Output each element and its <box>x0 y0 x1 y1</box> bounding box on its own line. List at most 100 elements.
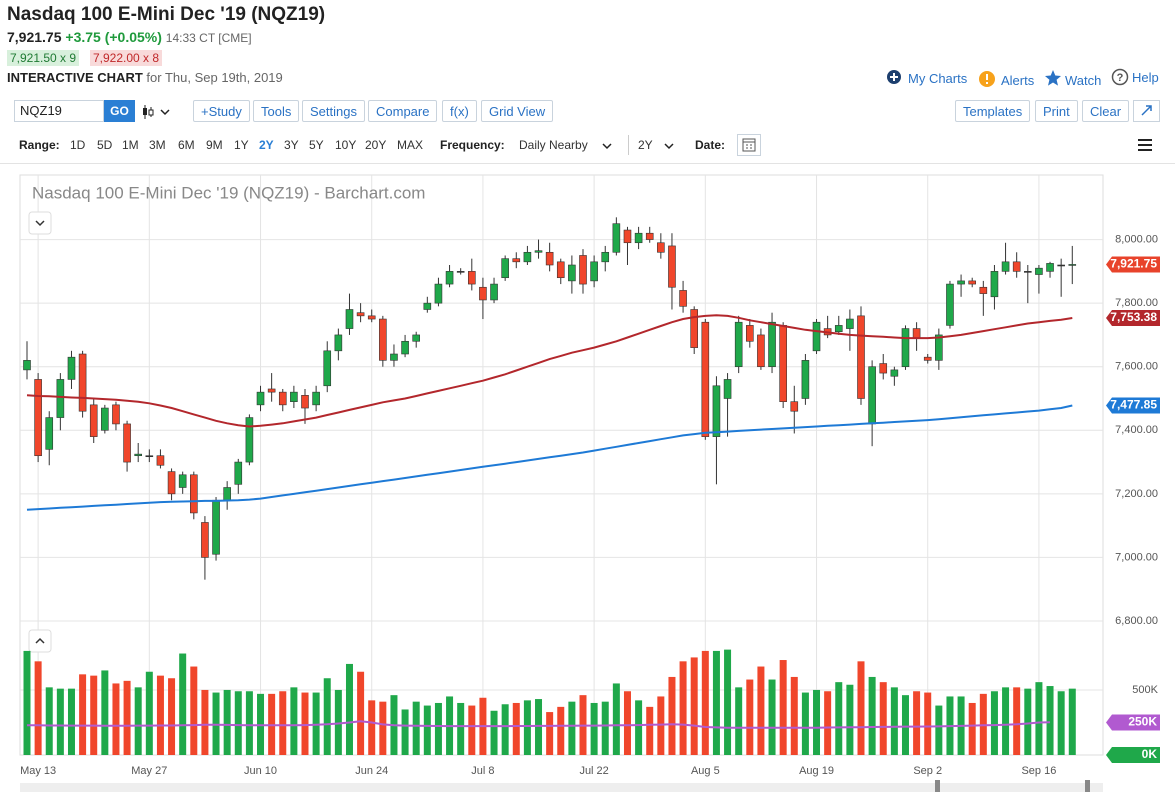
candle-body <box>1046 263 1054 272</box>
range-label: Range: <box>19 138 60 152</box>
frequency-label: Frequency: <box>440 138 505 152</box>
candle-body <box>801 360 810 399</box>
volume-bar <box>134 687 142 755</box>
range-option[interactable]: 3Y <box>284 138 299 152</box>
svg-text:?: ? <box>1117 72 1124 84</box>
x-tick-label: Aug 5 <box>691 765 720 777</box>
candle-body <box>390 353 398 361</box>
range-option[interactable]: 3M <box>149 138 166 152</box>
candle-body <box>679 290 687 307</box>
expand-button[interactable] <box>1133 100 1160 122</box>
volume-bar <box>201 689 209 755</box>
chart-type-button[interactable] <box>141 103 173 121</box>
candle-body <box>490 283 498 301</box>
frequency-select[interactable]: Daily Nearby <box>519 138 588 152</box>
toolbar-button[interactable]: Settings <box>302 100 365 122</box>
scroll-handle[interactable] <box>935 780 940 792</box>
candle-body <box>579 255 587 285</box>
volume-bar <box>290 687 298 755</box>
volume-bar <box>1024 688 1032 755</box>
range-option[interactable]: 1Y <box>234 138 249 152</box>
volume-bar <box>1057 691 1065 755</box>
price-change: +3.75 (+0.05%) <box>65 29 162 45</box>
price-badge-label: 7,753.38 <box>1110 310 1157 324</box>
range-option[interactable]: 2Y <box>259 138 274 152</box>
volume-bar <box>757 666 765 755</box>
volume-bar <box>379 701 387 755</box>
scrollbar[interactable] <box>20 783 1103 792</box>
volume-bar <box>835 682 843 755</box>
volume-bar <box>601 701 609 755</box>
range-option[interactable]: MAX <box>397 138 424 152</box>
range-option[interactable]: 5D <box>97 138 113 152</box>
volume-bar <box>824 691 832 755</box>
candle-body <box>657 242 665 253</box>
candle-body <box>923 356 932 361</box>
toolbar-button[interactable]: Grid View <box>481 100 554 122</box>
volume-bar <box>735 687 743 755</box>
range-option[interactable]: 1D <box>70 138 86 152</box>
range-option[interactable]: 20Y <box>365 138 387 152</box>
candle-body <box>768 321 776 368</box>
go-button[interactable]: GO <box>104 100 135 122</box>
period-select[interactable]: 2Y <box>638 138 653 152</box>
volume-bar <box>423 705 431 755</box>
candle-body <box>1001 261 1010 272</box>
candle-body <box>123 423 131 463</box>
candle-body <box>501 258 509 279</box>
range-option[interactable]: 9M <box>206 138 223 152</box>
collapse-button[interactable] <box>28 629 52 653</box>
chart-label: INTERACTIVE CHART <box>7 70 143 85</box>
y-tick-label: 7,600.00 <box>1115 361 1158 373</box>
candle-body <box>634 232 643 244</box>
y-tick-label: 6,800.00 <box>1115 615 1158 627</box>
calendar-button[interactable] <box>737 134 761 156</box>
range-option[interactable]: 10Y <box>335 138 357 152</box>
volume-bar <box>701 650 709 755</box>
volume-bar <box>67 688 75 755</box>
y-tick-label: 500K <box>1132 684 1158 696</box>
y-tick-label: 7,000.00 <box>1115 551 1158 563</box>
separator <box>0 163 1175 164</box>
volume-bar <box>813 689 821 755</box>
toolbar-button[interactable]: Clear <box>1082 100 1130 122</box>
range-option[interactable]: 1M <box>122 138 139 152</box>
candle-body <box>301 395 309 409</box>
volume-bar <box>245 691 253 755</box>
volume-bar <box>312 692 320 755</box>
x-tick-label: May 27 <box>131 765 167 777</box>
candle-body <box>912 328 921 339</box>
price-badge <box>1106 309 1160 326</box>
candle-body <box>445 271 454 285</box>
volume-bar <box>546 712 554 755</box>
candle-body <box>723 379 732 399</box>
collapse-button[interactable] <box>28 211 52 235</box>
symbol-input[interactable]: NQZ19 <box>14 100 104 122</box>
toolbar-button[interactable]: f(x) <box>442 100 477 122</box>
x-tick-label: Sep 2 <box>913 765 942 777</box>
range-option[interactable]: 5Y <box>309 138 324 152</box>
candle-body <box>479 286 487 301</box>
candle-body <box>946 283 954 326</box>
volume-bar <box>623 691 631 755</box>
toolbar-button[interactable]: Templates <box>955 100 1031 122</box>
toolbar-button[interactable]: Tools <box>253 100 300 122</box>
range-option[interactable]: 6M <box>178 138 195 152</box>
volume-bar <box>23 650 31 755</box>
volume-bar <box>879 682 887 755</box>
candle-body <box>178 474 187 488</box>
top-link[interactable]: Watch <box>1065 73 1102 88</box>
candle-body <box>790 401 799 412</box>
toolbar-button[interactable]: Print <box>1035 100 1078 122</box>
top-link[interactable]: My Charts <box>908 71 968 86</box>
volume-bar <box>279 691 287 755</box>
top-link[interactable]: Help <box>1132 70 1159 85</box>
top-link[interactable]: Alerts <box>1001 73 1035 88</box>
candle-body <box>212 499 220 555</box>
volume-bar <box>434 702 442 755</box>
menu-button[interactable] <box>1137 138 1153 152</box>
candle-body <box>668 245 676 288</box>
scroll-handle[interactable] <box>1085 780 1090 792</box>
toolbar-button[interactable]: Compare <box>368 100 438 122</box>
toolbar-button[interactable]: +Study <box>193 100 250 122</box>
